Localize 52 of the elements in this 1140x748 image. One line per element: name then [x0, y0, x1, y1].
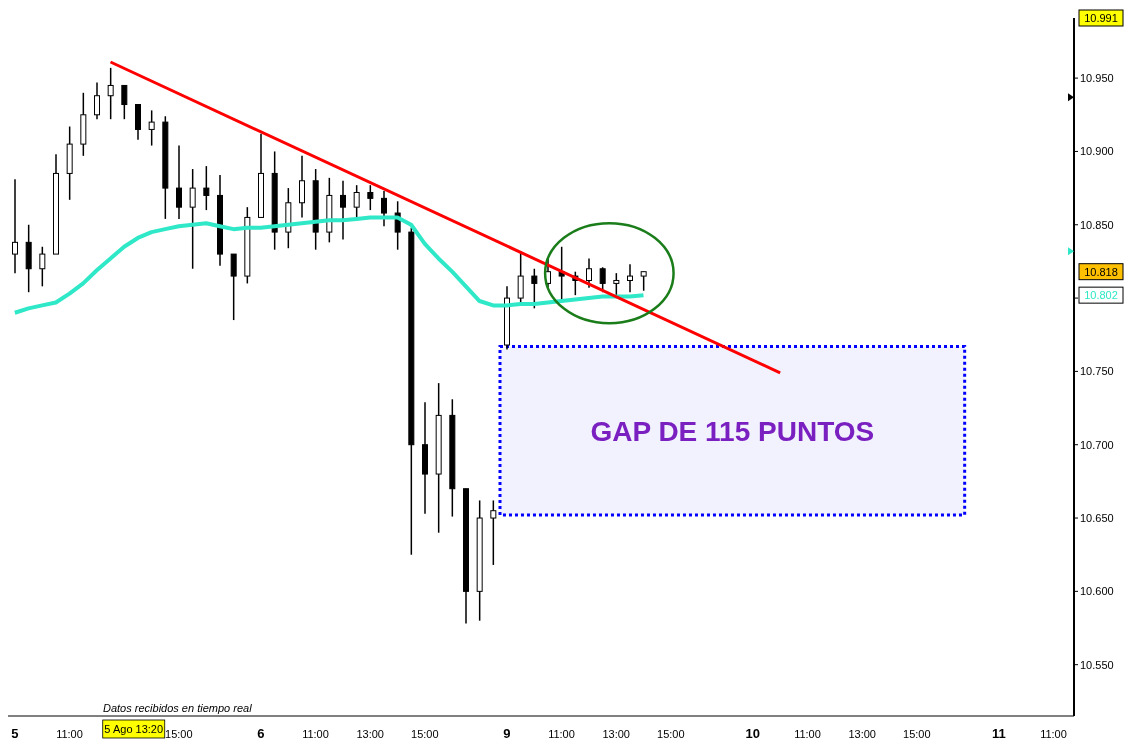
candlestick [586, 257, 592, 289]
candlestick [107, 67, 114, 120]
candlestick [189, 168, 196, 270]
x-tick-label: 13:00 [602, 728, 630, 740]
y-tick-label: 10.650 [1080, 511, 1114, 524]
x-tick-label: 6 [257, 726, 265, 741]
annotation: Datos recibidos en tiempo real [103, 702, 253, 714]
candlestick [531, 268, 538, 310]
x-tick-label: 15:00 [165, 728, 193, 740]
x-tick-label: 15:00 [657, 728, 685, 740]
text: 10.818 [1084, 265, 1118, 278]
x-tick-label: 11:00 [548, 728, 575, 740]
candlestick [381, 190, 387, 227]
text: 10.991 [1084, 12, 1118, 24]
text: 5 Ago 13:20 [104, 723, 164, 735]
candlestick [299, 155, 305, 219]
x-tick-label: 11:00 [302, 728, 329, 740]
x-tick-label: 15:00 [903, 728, 931, 740]
x-tick-label: 13:00 [356, 728, 384, 740]
x-tick-label: 11:00 [794, 728, 821, 740]
candlestick [340, 180, 346, 241]
candlestick [94, 81, 100, 120]
y-tick-label: 10.550 [1080, 658, 1114, 671]
candlestick [12, 178, 18, 274]
y-tick-label: 10.700 [1080, 438, 1114, 451]
x-tick-label: 11 [991, 726, 1006, 741]
candlestick [613, 272, 620, 298]
y-tick-label: 10.850 [1080, 218, 1114, 231]
candlestick [121, 84, 128, 120]
candlestick [230, 253, 237, 321]
candlestick [203, 165, 210, 211]
candlestick [176, 144, 182, 220]
y-tick-label: 10.600 [1080, 585, 1114, 598]
y-tick-label: 10.950 [1080, 72, 1114, 85]
candlestick [148, 109, 155, 147]
x-tick-label: 5 [11, 726, 19, 741]
x-tick-label: 9 [503, 726, 511, 741]
x-tick-label: 13:00 [848, 728, 876, 740]
candlestick [353, 184, 360, 219]
text: 10.802 [1084, 289, 1118, 302]
candlestick [367, 184, 374, 211]
x-tick-label: 11:00 [1040, 728, 1067, 740]
candlestick [39, 246, 46, 288]
x-tick-label: 11:00 [56, 728, 83, 740]
candlestick [490, 499, 497, 566]
candlestick [640, 270, 647, 292]
y-tick-label: 10.750 [1080, 365, 1114, 378]
x-tick-label: 10 [745, 726, 761, 741]
candlestick [627, 263, 633, 293]
y-tick-label: 10.900 [1080, 145, 1114, 158]
x-tick-label: 15:00 [411, 728, 439, 740]
band-label: GAP DE 115 PUNTOS [590, 415, 875, 447]
